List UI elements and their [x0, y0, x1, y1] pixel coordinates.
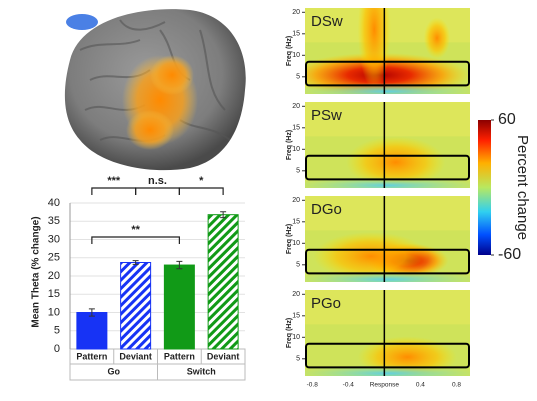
spectrogram-top — [305, 196, 470, 231]
y-tick-label: 5 — [296, 168, 300, 175]
x-tick-label: Pattern — [76, 351, 107, 361]
y-tick-label: 15 — [292, 313, 300, 320]
colorbar-tick-label: 60 — [498, 111, 516, 128]
significance-bracket — [178, 187, 224, 195]
theta-band-box — [305, 248, 470, 275]
panel-label: DGo — [311, 201, 342, 218]
significance-bracket — [135, 187, 180, 195]
spectrogram — [305, 8, 470, 94]
significance-label: *** — [107, 175, 121, 187]
spectrogram — [305, 290, 470, 376]
power-blob — [357, 8, 391, 90]
colorbar — [478, 120, 491, 255]
colorbar-label: Percent change — [514, 135, 531, 240]
theta-band-box — [305, 60, 470, 87]
spectrogram — [305, 196, 470, 282]
y-tick-label: 20 — [292, 9, 300, 16]
panel-label: DSw — [311, 13, 343, 30]
significance-label: ** — [131, 224, 140, 236]
power-blob — [346, 136, 446, 188]
x-tick-label: Deviant — [207, 351, 240, 361]
panel-label: PGo — [311, 295, 341, 312]
y-tick-label: 25 — [48, 252, 60, 264]
y-tick-label: 10 — [292, 52, 300, 59]
x-tick-label: -0.4 — [343, 382, 355, 389]
error-bar — [220, 211, 227, 219]
power-blob — [423, 17, 451, 59]
significance-label: n.s. — [148, 175, 167, 187]
y-axis-label: Freq (Hz) — [286, 318, 293, 348]
y-tick-label: 5 — [54, 325, 60, 337]
y-tick-label: 20 — [292, 291, 300, 298]
y-tick-label: 10 — [292, 334, 300, 341]
significance-label: * — [199, 175, 204, 187]
bar — [76, 312, 108, 350]
theta-band-box — [305, 154, 470, 181]
y-tick-label: 0 — [54, 343, 60, 355]
significance-bracket — [91, 236, 180, 244]
x-tick-label: Deviant — [119, 351, 152, 361]
y-tick-label: 10 — [292, 146, 300, 153]
bar — [163, 264, 195, 350]
group-label: Go — [108, 366, 121, 376]
y-tick-label: 5 — [296, 74, 300, 81]
group-label: Switch — [187, 366, 216, 376]
y-tick-label: 30 — [48, 233, 60, 245]
colorbar-tick-label: -60 — [498, 246, 521, 263]
spectrogram — [305, 102, 470, 188]
significance-bracket — [91, 187, 137, 195]
y-tick-label: 40 — [48, 197, 60, 209]
x-tick-label: 0.4 — [416, 382, 425, 389]
error-bar — [88, 308, 95, 317]
power-blob — [313, 232, 429, 281]
y-tick-label: 20 — [48, 270, 60, 282]
bar — [207, 214, 239, 350]
error-bar — [176, 260, 183, 270]
y-tick-label: 10 — [292, 240, 300, 247]
y-tick-label: 10 — [48, 306, 60, 318]
y-axis-label: Freq (Hz) — [286, 224, 293, 254]
x-tick-label: Pattern — [164, 351, 195, 361]
brain-render — [64, 9, 246, 171]
error-bar — [132, 260, 139, 265]
y-tick-label: 20 — [292, 103, 300, 110]
y-axis-label: Mean Theta (% change) — [31, 216, 42, 327]
panel-label: PSw — [311, 107, 342, 124]
spectrogram-top — [305, 102, 470, 137]
y-tick-label: 20 — [292, 197, 300, 204]
y-tick-label: 5 — [296, 262, 300, 269]
spectrogram-top — [305, 290, 470, 325]
y-tick-label: 15 — [292, 31, 300, 38]
y-axis-label: Freq (Hz) — [286, 130, 293, 160]
x-tick-label: 0.8 — [452, 382, 461, 389]
theta-band-box — [305, 342, 470, 369]
y-tick-label: 15 — [48, 288, 60, 300]
y-tick-label: 15 — [292, 125, 300, 132]
y-tick-label: 35 — [48, 215, 60, 227]
x-tick-label: -0.8 — [307, 382, 319, 389]
y-tick-label: 15 — [292, 219, 300, 226]
y-tick-label: 5 — [296, 356, 300, 363]
y-axis-label: Freq (Hz) — [286, 36, 293, 66]
bar — [120, 261, 152, 350]
x-tick-label: Response — [370, 382, 400, 389]
